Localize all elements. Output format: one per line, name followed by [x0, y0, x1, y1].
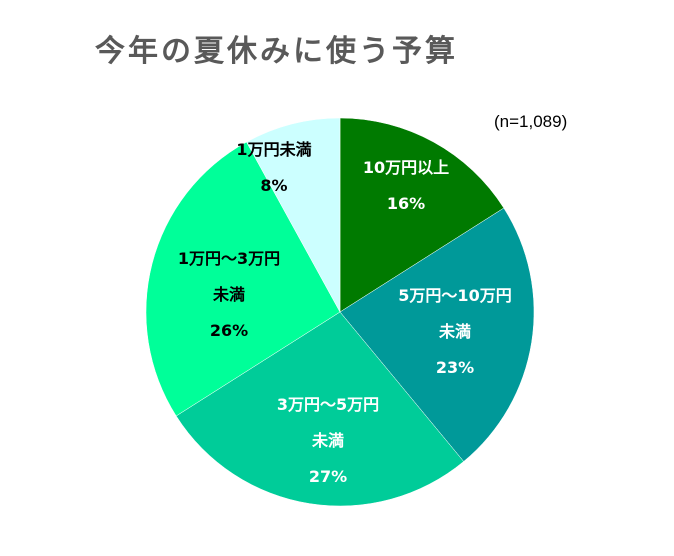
chart-title: 今年の夏休みに使う予算 [95, 34, 458, 69]
slice-label-3-5man: 3万円～5万円 未満 27% [276, 395, 380, 486]
sample-size-note: (n=1,089) [494, 112, 568, 131]
pie-slice [339, 207, 535, 462]
slice-label-under-1man: 1万円未満 8% [236, 140, 312, 195]
pie-slice [339, 117, 505, 313]
slice-label-10man-over: 10万円以上 16% [362, 158, 450, 213]
slice-label-5-10man: 5万円～10万円 未満 23% [398, 286, 512, 377]
pie-slice [175, 311, 465, 507]
pie-slice [246, 117, 341, 313]
pie-slice [145, 141, 341, 417]
slice-label-1-3man: 1万円～3万円 未満 26% [177, 249, 281, 340]
